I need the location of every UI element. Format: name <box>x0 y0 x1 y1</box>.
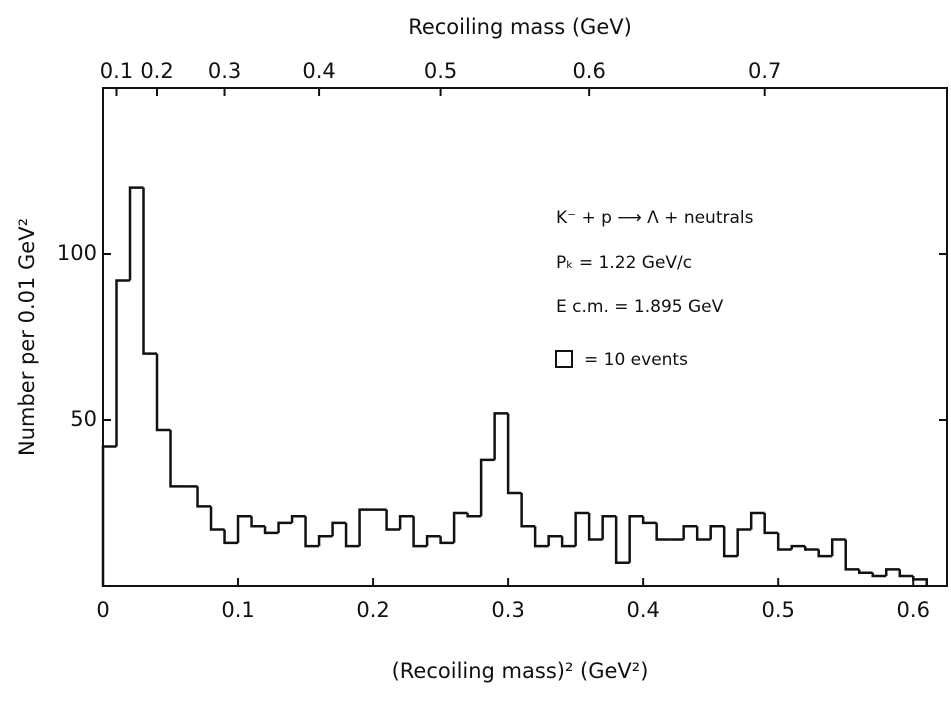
histogram-bin <box>790 544 806 550</box>
x-axis-label: (Recoiling mass)² (GeV²) <box>392 659 649 683</box>
histogram-bin <box>911 576 928 586</box>
histogram-bin <box>817 549 833 558</box>
histogram-bin <box>628 515 644 563</box>
x-tick-label: 0.1 <box>221 598 254 622</box>
histogram-bin <box>155 353 171 432</box>
x2-axis-label: Recoiling mass (GeV) <box>408 15 632 39</box>
histogram-bin <box>142 187 158 355</box>
annotation: E c.m. = 1.895 GeV <box>556 297 724 317</box>
histogram-bin <box>898 569 914 578</box>
histogram-bin <box>425 534 441 547</box>
histogram-bin <box>385 509 401 531</box>
histogram-bin <box>128 186 144 281</box>
x-tick-label: 0 <box>96 598 109 622</box>
histogram-bin <box>776 532 792 551</box>
histogram-bin <box>722 526 738 558</box>
histogram-bin <box>601 515 617 540</box>
plot-frame <box>102 87 948 587</box>
x2-tick-label: 0.4 <box>302 59 335 83</box>
histogram-bin <box>533 526 549 548</box>
histogram-bin <box>506 413 522 495</box>
histogram-bin <box>223 529 239 545</box>
histogram-bin <box>439 536 455 545</box>
histogram-bin <box>884 568 900 577</box>
x2-tick-label: 0.6 <box>572 59 605 83</box>
y-axis-label: Number per 0.01 GeV² <box>15 218 39 456</box>
histogram-bin <box>304 516 320 548</box>
histogram-bin <box>466 512 482 518</box>
histogram-bin <box>169 429 185 488</box>
histogram-bin <box>493 412 509 460</box>
histogram-bin <box>115 279 131 447</box>
x2-tick-label: 0.5 <box>424 59 457 83</box>
histogram-bin <box>101 445 117 586</box>
histogram-bin <box>196 486 212 508</box>
histogram-bin <box>452 511 468 543</box>
histogram-bin <box>209 506 225 531</box>
histogram-bin <box>250 516 266 528</box>
histogram-bin <box>574 511 590 547</box>
histogram-bin <box>236 515 252 543</box>
x-tick-label: 0.3 <box>491 598 524 622</box>
histogram-bin <box>587 512 603 541</box>
histogram-bin <box>614 516 630 565</box>
histogram-bin <box>358 508 374 547</box>
histogram-bin <box>641 516 657 525</box>
x2-tick-label: 0.2 <box>140 59 173 83</box>
legend-box <box>555 350 573 368</box>
histogram-bin <box>290 515 306 523</box>
x-tick-label: 0.5 <box>761 598 794 622</box>
annotation: K⁻ + p ⟶ Λ + neutrals <box>556 208 754 228</box>
annotation: Pₖ = 1.22 GeV/c <box>556 253 692 273</box>
histogram-bin <box>520 493 536 528</box>
histogram-bin <box>277 521 293 533</box>
x-tick-label: 0.4 <box>626 598 659 622</box>
histogram-bin <box>547 534 563 547</box>
histogram-bin <box>695 526 711 541</box>
histogram-bin <box>331 521 347 537</box>
y-tick-label: 100 <box>57 241 97 265</box>
histogram-bin <box>749 511 765 530</box>
histogram-bin <box>263 526 279 535</box>
x-tick-label: 0.2 <box>356 598 389 622</box>
histogram-bin <box>317 534 333 547</box>
histogram-bin <box>844 539 860 571</box>
annotation: = 10 events <box>584 350 688 370</box>
x2-tick-label: 0.1 <box>100 59 133 83</box>
histogram-bin <box>479 458 495 517</box>
histogram-bin <box>736 528 752 557</box>
histogram-bin <box>682 524 698 540</box>
histogram-bin <box>763 512 779 535</box>
x-tick-label: 0.6 <box>897 598 930 622</box>
histogram-bin <box>412 516 428 548</box>
y-tick-label: 50 <box>70 407 97 431</box>
histogram-bin <box>803 546 819 551</box>
histogram-bin <box>709 524 725 540</box>
x2-tick-label: 0.3 <box>208 59 241 83</box>
histogram-bin <box>344 522 360 548</box>
histogram-bin <box>655 522 671 541</box>
histogram-bin <box>560 536 576 548</box>
histogram-bin <box>398 515 414 530</box>
x2-tick-label: 0.7 <box>748 59 781 83</box>
histogram-bin <box>871 572 887 578</box>
histogram-bin <box>857 569 873 574</box>
histogram-bin <box>830 538 846 557</box>
